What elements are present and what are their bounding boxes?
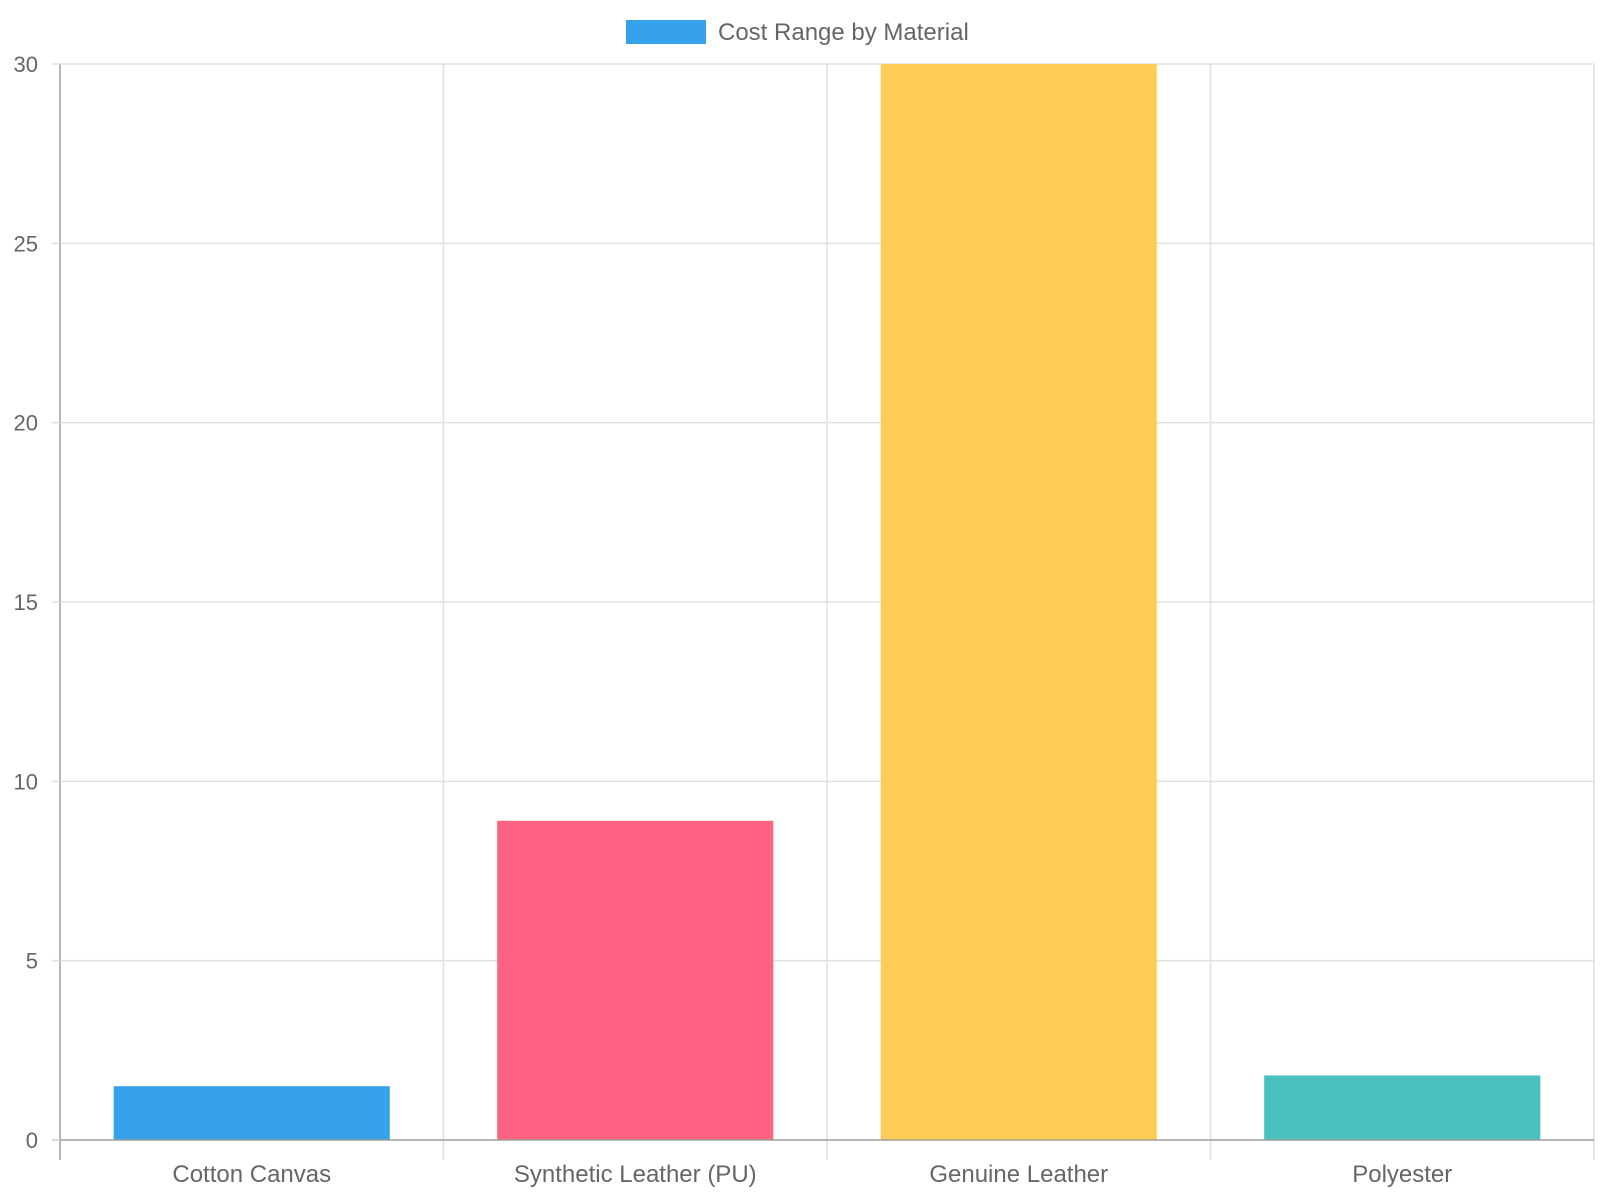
x-tick-label-3: Polyester bbox=[1352, 1161, 1452, 1188]
bar-polyester[interactable] bbox=[1264, 1075, 1541, 1140]
legend-label[interactable]: Cost Range by Material bbox=[718, 19, 969, 46]
legend-swatch[interactable] bbox=[626, 20, 706, 44]
x-tick-label-0: Cotton Canvas bbox=[172, 1161, 331, 1188]
y-tick-label-0: 0 bbox=[26, 1128, 38, 1153]
y-tick-label-5: 5 bbox=[26, 949, 38, 974]
bars bbox=[113, 64, 1541, 1140]
bar-synthetic-leather-pu[interactable] bbox=[497, 820, 774, 1140]
axes bbox=[52, 64, 1594, 1160]
x-axis-labels: Cotton Canvas Synthetic Leather (PU) Genui… bbox=[172, 1161, 1452, 1188]
y-tick-label-15: 15 bbox=[14, 590, 38, 615]
x-tick-label-1: Synthetic Leather (PU) bbox=[514, 1161, 757, 1188]
x-tick-label-2: Genuine Leather bbox=[929, 1161, 1108, 1188]
y-tick-label-10: 10 bbox=[14, 769, 38, 794]
y-axis-ticks: 0 5 10 15 20 25 30 bbox=[14, 52, 60, 1153]
grid-lines bbox=[60, 63, 1595, 1160]
bar-genuine-leather[interactable] bbox=[880, 64, 1157, 1140]
y-tick-label-20: 20 bbox=[14, 411, 38, 436]
y-tick-label-25: 25 bbox=[14, 231, 38, 256]
y-tick-label-30: 30 bbox=[14, 52, 38, 77]
bar-cotton-canvas[interactable] bbox=[113, 1086, 390, 1140]
legend[interactable]: Cost Range by Material bbox=[626, 19, 969, 46]
